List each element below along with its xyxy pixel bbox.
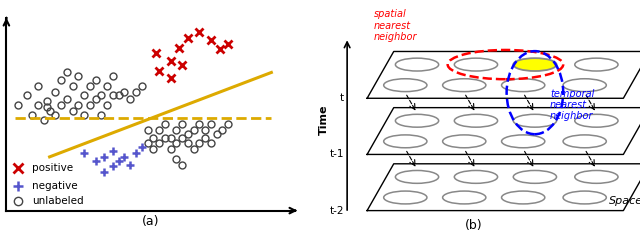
- Text: unlabeled: unlabeled: [33, 196, 84, 206]
- Ellipse shape: [563, 191, 606, 204]
- Text: Time: Time: [319, 104, 329, 135]
- Ellipse shape: [396, 58, 438, 71]
- Ellipse shape: [396, 114, 438, 127]
- Ellipse shape: [502, 191, 545, 204]
- Text: Space: Space: [609, 196, 640, 206]
- Ellipse shape: [443, 135, 486, 148]
- X-axis label: (a): (a): [141, 215, 159, 228]
- Ellipse shape: [575, 114, 618, 127]
- Ellipse shape: [383, 135, 427, 148]
- Text: temporal
nearest
neighbor: temporal nearest neighbor: [550, 89, 595, 121]
- Ellipse shape: [443, 79, 486, 91]
- Ellipse shape: [383, 191, 427, 204]
- Text: positive: positive: [33, 163, 74, 173]
- Ellipse shape: [502, 79, 545, 91]
- Ellipse shape: [383, 79, 427, 91]
- Text: spatial
nearest
neighbor: spatial nearest neighbor: [374, 9, 417, 42]
- Ellipse shape: [575, 170, 618, 183]
- Text: (b): (b): [465, 219, 483, 232]
- Ellipse shape: [513, 170, 557, 183]
- Ellipse shape: [396, 170, 438, 183]
- Ellipse shape: [443, 191, 486, 204]
- Ellipse shape: [575, 58, 618, 71]
- Text: t: t: [340, 93, 344, 103]
- Text: t-2: t-2: [330, 206, 344, 216]
- Text: t-1: t-1: [330, 150, 344, 159]
- Text: negative: negative: [33, 181, 78, 191]
- Ellipse shape: [454, 170, 497, 183]
- Ellipse shape: [513, 58, 557, 71]
- Ellipse shape: [502, 135, 545, 148]
- Ellipse shape: [513, 114, 557, 127]
- Ellipse shape: [563, 79, 606, 91]
- Ellipse shape: [454, 114, 497, 127]
- Ellipse shape: [563, 135, 606, 148]
- Ellipse shape: [454, 58, 497, 71]
